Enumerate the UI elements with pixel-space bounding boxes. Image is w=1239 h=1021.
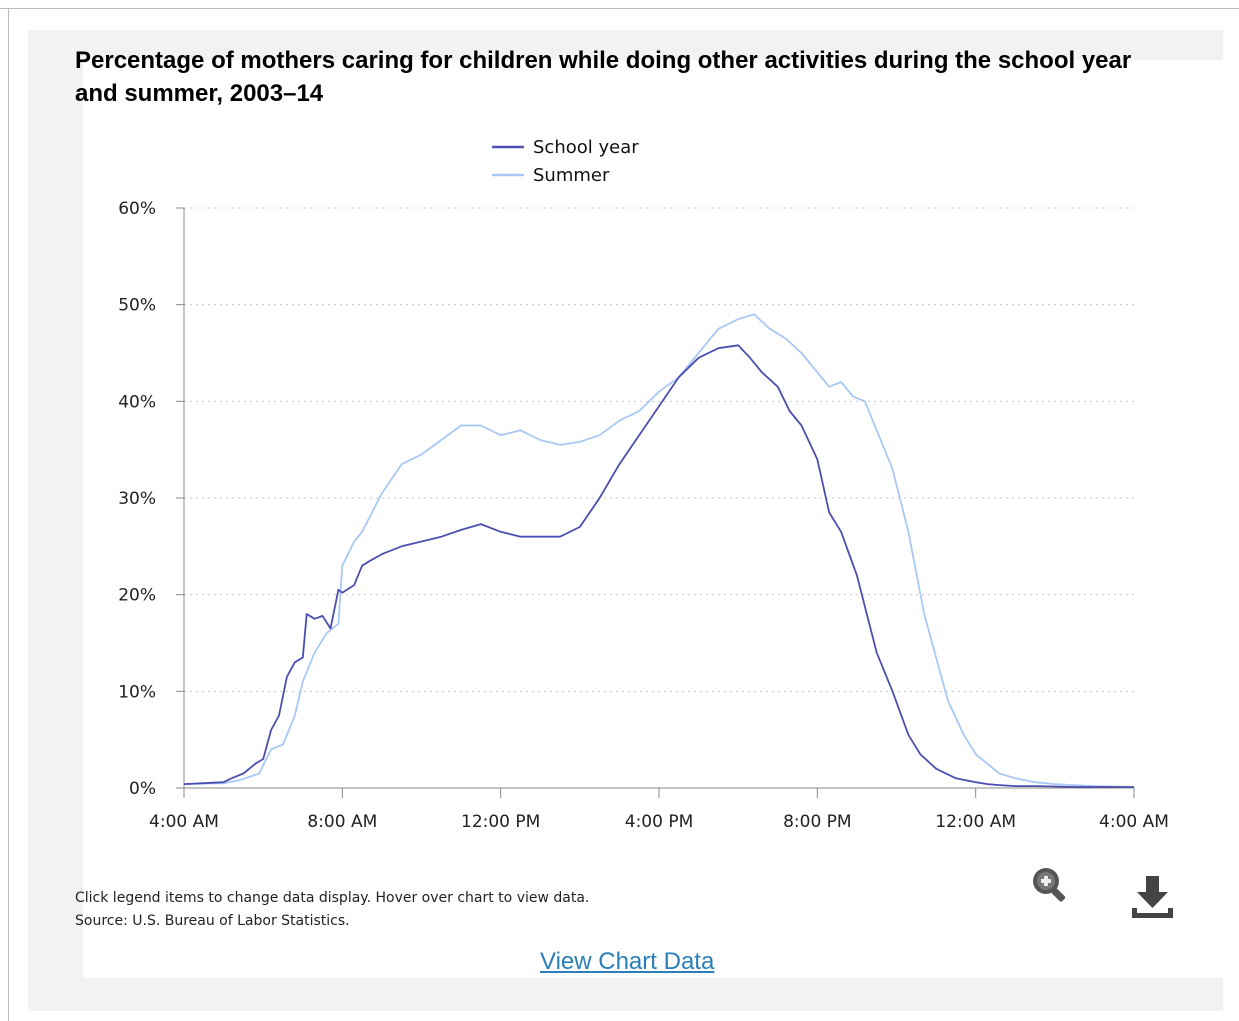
x-tick-label: 12:00 AM	[935, 812, 1016, 832]
frame-top-border	[0, 8, 1239, 9]
series-line-summer[interactable]	[183, 313, 1135, 788]
download-icon[interactable]	[1130, 874, 1176, 925]
instructions-note: Click legend items to change data displa…	[75, 890, 590, 906]
x-tick-label: 8:00 PM	[783, 812, 852, 832]
y-tick-label: 60%	[118, 199, 156, 219]
legend-item-school-year[interactable]: School year	[492, 137, 639, 158]
x-axis-tick-labels: 4:00 AM 8:00 AM 12:00 PM 4:00 PM 8:00 PM 12:0…	[149, 812, 1169, 832]
x-tick-label: 4:00 PM	[625, 812, 694, 832]
y-tick-label: 10%	[118, 682, 156, 702]
series-line-school-year[interactable]	[183, 344, 1134, 788]
axes	[176, 207, 1135, 798]
legend-label[interactable]: Summer	[533, 165, 610, 186]
x-tick-label: 12:00 PM	[461, 812, 540, 832]
chart-card	[83, 60, 1239, 978]
y-tick-label: 0%	[129, 779, 156, 799]
view-chart-data-link[interactable]: View Chart Data	[540, 948, 715, 975]
x-tick-label: 4:00 AM	[149, 812, 219, 832]
source-note: Source: U.S. Bureau of Labor Statistics.	[75, 913, 350, 929]
x-tick-label: 4:00 AM	[1099, 812, 1169, 832]
chart-notes: Click legend items to change data displa…	[75, 887, 589, 933]
gridlines	[184, 207, 1134, 692]
legend[interactable]: School year Summer	[492, 137, 639, 186]
legend-label[interactable]: School year	[533, 137, 639, 158]
y-tick-label: 20%	[118, 586, 156, 606]
series-lines[interactable]	[183, 313, 1135, 788]
frame-left-border	[8, 8, 9, 1021]
y-tick-label: 50%	[118, 296, 156, 316]
y-tick-label: 30%	[118, 489, 156, 509]
chart-container	[28, 30, 1239, 1011]
chart-title: Percentage of mothers caring for childre…	[75, 47, 1132, 107]
y-axis-tick-labels: 0% 10% 20% 30% 40% 50% 60%	[118, 199, 156, 799]
legend-item-summer[interactable]: Summer	[492, 165, 610, 186]
y-tick-label: 40%	[118, 392, 156, 412]
x-tick-label: 8:00 AM	[307, 812, 377, 832]
zoom-in-icon[interactable]	[1029, 864, 1071, 911]
